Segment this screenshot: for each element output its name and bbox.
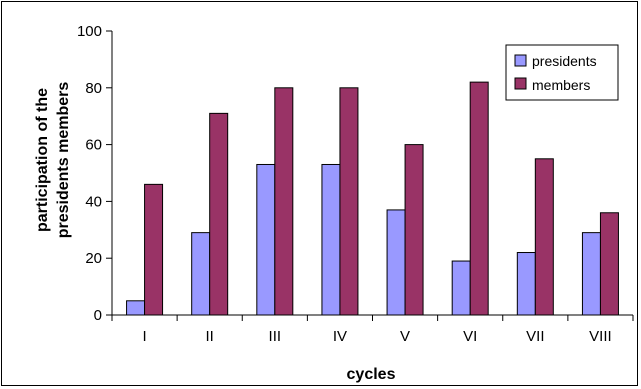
legend-box <box>505 44 619 101</box>
legend-label-members: members <box>532 77 590 93</box>
y-tick-label: 80 <box>85 80 102 97</box>
bars-group <box>126 81 619 316</box>
y-axis-title-line-2: presidents members <box>55 82 72 239</box>
bar-presidents-V <box>386 209 406 316</box>
x-tick-label: VI <box>463 328 477 345</box>
bar-members-VIII <box>599 212 619 316</box>
bar-presidents-VII <box>516 252 536 316</box>
y-tick-label: 0 <box>94 307 102 324</box>
bar-presidents-III <box>256 163 276 316</box>
x-tick-label: III <box>269 328 282 345</box>
bar-presidents-I <box>126 300 146 316</box>
y-ticks-group: 0 20 40 60 80 100 <box>77 23 112 324</box>
y-tick-label: 100 <box>77 23 102 40</box>
y-axis-title-group: participation of the presidents members <box>34 82 72 239</box>
bar-members-IV <box>339 87 359 316</box>
bar-members-VI <box>469 81 489 316</box>
legend-swatch-presidents <box>514 54 527 67</box>
legend-label-presidents: presidents <box>532 53 597 69</box>
x-axis-title: cycles <box>347 366 396 383</box>
x-ticks-group: I II III IV V VI VII VIII <box>111 315 634 345</box>
x-tick-label: VII <box>526 328 544 345</box>
bar-members-I <box>144 183 164 316</box>
bar-presidents-VIII <box>581 232 601 316</box>
legend-swatch-members <box>514 77 527 90</box>
bar-members-VII <box>534 158 554 316</box>
bar-presidents-VI <box>451 260 471 316</box>
bar-members-V <box>404 144 424 316</box>
x-tick-label: VIII <box>589 328 612 345</box>
x-tick-label: I <box>142 328 146 345</box>
x-tick-label: II <box>206 328 214 345</box>
y-tick-label: 20 <box>85 250 102 267</box>
y-tick-label: 40 <box>85 193 102 210</box>
x-tick-label: V <box>400 328 410 345</box>
bar-members-II <box>209 112 229 316</box>
y-axis-title-line-1: participation of the <box>34 88 51 232</box>
y-tick-label: 60 <box>85 137 102 154</box>
legend: presidents members <box>505 44 619 101</box>
bar-presidents-IV <box>321 163 341 316</box>
bar-presidents-II <box>191 232 211 316</box>
x-tick-label: IV <box>333 328 347 345</box>
bar-members-III <box>274 87 294 316</box>
